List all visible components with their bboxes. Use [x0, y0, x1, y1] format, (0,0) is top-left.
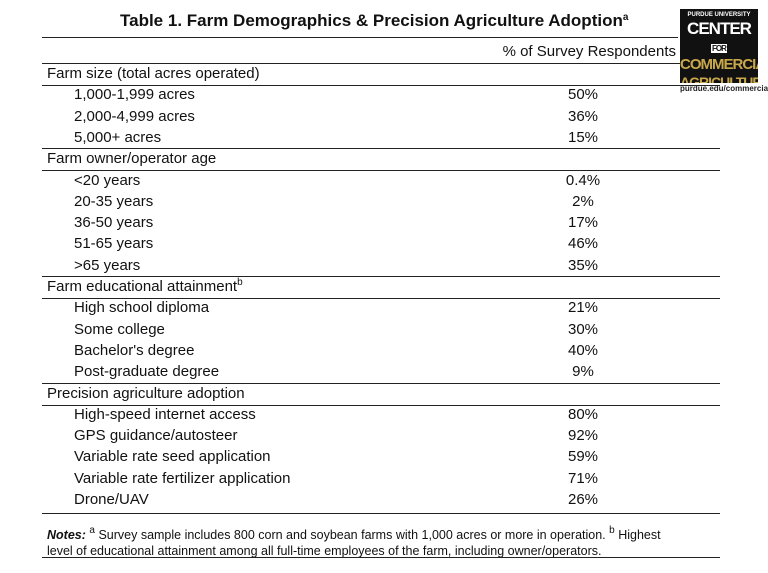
row-label: 2,000-4,999 acres	[74, 107, 195, 125]
column-header: % of Survey Respondents	[502, 43, 676, 60]
row-value: 30%	[567, 320, 599, 338]
row-label: <20 years	[74, 171, 141, 189]
rule	[42, 85, 720, 86]
row-value: 9%	[572, 363, 594, 381]
row-label: >65 years	[74, 256, 141, 274]
row-value: 59%	[567, 448, 599, 466]
row-value: 21%	[567, 299, 599, 317]
note-mark: b	[609, 525, 615, 536]
rule	[42, 170, 720, 172]
row-value: 71%	[567, 469, 599, 487]
row-value: 2%	[572, 192, 594, 210]
rule	[42, 513, 720, 515]
row-label: Post-graduate degree	[74, 363, 220, 381]
notes-label: Notes:	[47, 528, 86, 542]
section-header: Farm size (total acres operated)	[47, 65, 260, 83]
footnote-mark: b	[237, 277, 243, 288]
section-label: Farm owner/operator age	[47, 150, 217, 168]
section-header: Precision agriculture adoption	[47, 385, 245, 403]
row-value: 50%	[567, 86, 599, 104]
title-text: Table 1. Farm Demographics & Precision A…	[120, 11, 623, 30]
row-label: GPS guidance/autosteer	[74, 427, 238, 445]
row-value: 17%	[567, 214, 599, 232]
row-value: 0.4%	[565, 171, 601, 189]
table-title: Table 1. Farm Demographics & Precision A…	[120, 12, 628, 30]
logo-commercial: COMMERCIAL	[680, 56, 758, 73]
note-text: Survey sample includes 800 corn and soyb…	[98, 528, 606, 542]
title-footnote-mark: a	[622, 12, 629, 23]
row-value: 26%	[567, 491, 599, 508]
rule	[42, 404, 720, 406]
row-value: 36%	[567, 107, 599, 125]
note-mark: a	[89, 525, 95, 536]
row-label: Variable rate seed application	[74, 448, 271, 466]
note-text: Highest level of educational attainment …	[47, 528, 661, 558]
logo-center: CENTER FOR	[687, 19, 752, 53]
row-label: High-speed internet access	[74, 405, 256, 423]
row-value: 35%	[567, 256, 599, 274]
rule	[42, 63, 720, 64]
row-label: Bachelor's degree	[74, 341, 195, 359]
row-label: 36-50 years	[74, 214, 154, 232]
section-label: Farm educational attainment	[47, 278, 238, 295]
row-value: 40%	[567, 341, 599, 359]
row-label: High school diploma	[74, 299, 210, 317]
row-label: 20-35 years	[74, 192, 154, 210]
notes: Notes: a Survey sample includes 800 corn…	[47, 525, 687, 559]
row-label: 51-65 years	[74, 235, 154, 253]
row-value: 80%	[567, 405, 599, 423]
rule	[42, 148, 720, 150]
section-header: Farm educational attainmentb	[47, 278, 243, 296]
rule	[42, 276, 720, 277]
rule	[42, 557, 720, 558]
rule	[42, 37, 678, 38]
logo: PURDUE UNIVERSITY CENTER FOR COMMERCIAL …	[680, 9, 758, 83]
rule	[42, 382, 720, 384]
row-label: 5,000+ acres	[74, 128, 162, 146]
row-value: 15%	[567, 128, 599, 146]
row-label: Variable rate fertilizer application	[74, 469, 291, 487]
logo-agriculture: AGRICULTURE	[680, 74, 758, 83]
section-header: Farm owner/operator age	[47, 150, 216, 168]
row-value: 46%	[567, 235, 599, 253]
row-label: Some college	[74, 320, 165, 338]
section-label: Farm size (total acres operated)	[47, 65, 260, 82]
row-label: 1,000-1,999 acres	[74, 86, 195, 104]
row-value: 92%	[567, 427, 599, 445]
section-label: Precision agriculture adoption	[47, 384, 245, 402]
rule	[42, 298, 720, 299]
logo-url: purdue.edu/commercialag	[680, 84, 768, 93]
row-label: Drone/UAV	[74, 491, 149, 508]
logo-university: PURDUE UNIVERSITY	[687, 12, 751, 18]
